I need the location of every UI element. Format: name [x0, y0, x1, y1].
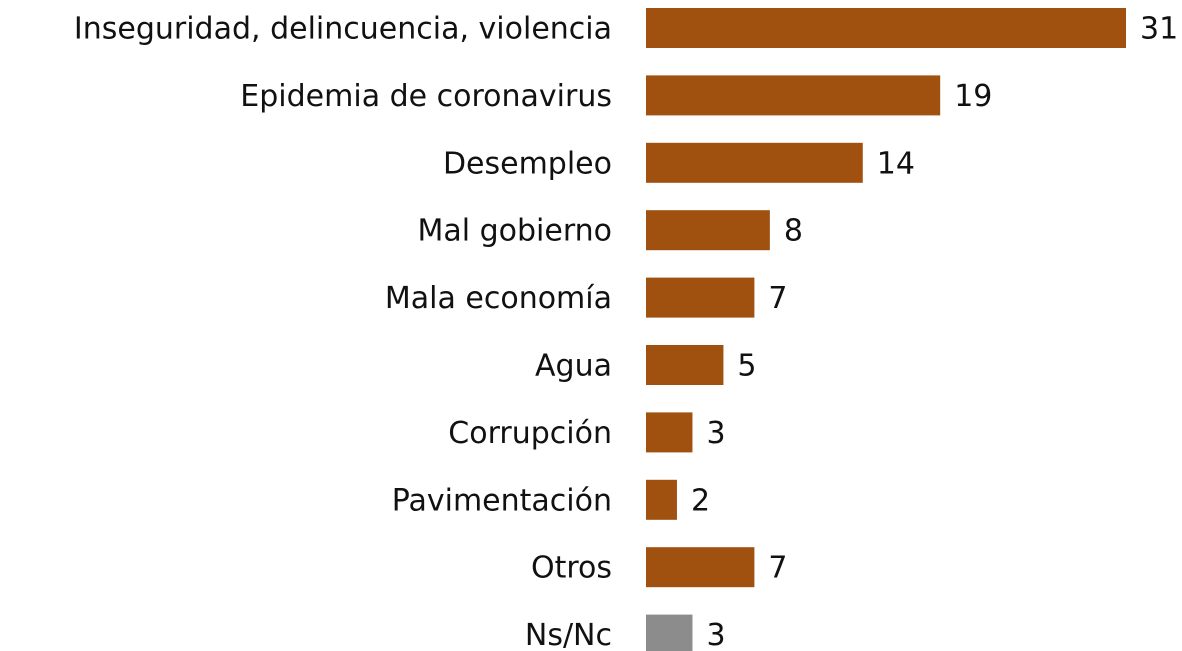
value-label: 7: [768, 551, 787, 586]
value-label: 3: [706, 416, 725, 451]
value-label: 8: [784, 214, 803, 249]
category-label: Ns/Nc: [525, 618, 612, 651]
category-label: Otros: [531, 551, 612, 586]
category-label: Agua: [535, 349, 612, 384]
value-label: 14: [877, 146, 915, 181]
value-label: 5: [737, 349, 756, 384]
bar: [646, 210, 770, 251]
category-label: Epidemia de coronavirus: [240, 79, 612, 114]
bar: [646, 412, 693, 453]
value-label: 19: [954, 79, 992, 114]
category-label: Inseguridad, delincuencia, violencia: [74, 12, 612, 47]
bar: [646, 614, 693, 651]
bar: [646, 547, 755, 588]
category-label: Corrupción: [448, 416, 612, 451]
category-label: Desempleo: [443, 146, 612, 181]
bar: [646, 479, 677, 520]
bar: [646, 345, 724, 385]
category-label: Mal gobierno: [417, 214, 612, 249]
value-label: 3: [706, 618, 725, 651]
value-label: 2: [691, 483, 710, 518]
bar: [646, 142, 863, 183]
value-label: 7: [768, 281, 787, 316]
category-label: Pavimentación: [392, 483, 612, 518]
bar: [646, 75, 941, 116]
category-label: Mala economía: [385, 281, 612, 316]
bar: [646, 8, 1126, 48]
bar: [646, 277, 755, 318]
value-label: 31: [1140, 12, 1178, 47]
